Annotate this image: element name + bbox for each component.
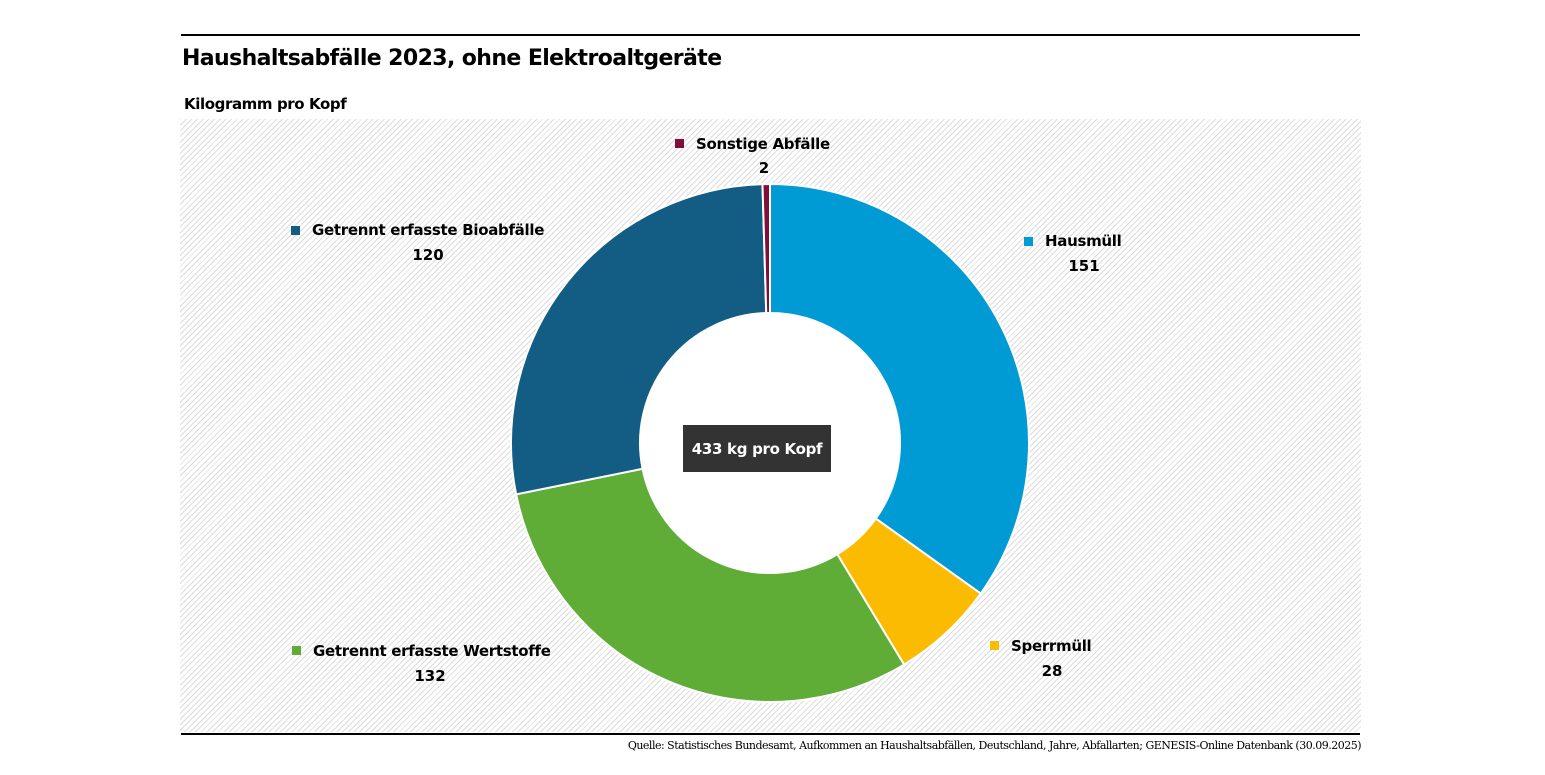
chart-title: Haushaltsabfälle 2023, ohne Elektroaltge… <box>182 46 722 71</box>
legend-swatch-wertstoffe <box>292 646 301 655</box>
slice-hausmuell <box>769 182 1030 595</box>
legend-swatch-sperrmuell <box>990 641 999 650</box>
slice-bioabfaelle <box>510 183 768 496</box>
data-label-bioabfaelle: 120 <box>412 246 444 264</box>
legend-label-sperrmuell: Sperrmüll <box>1011 637 1092 655</box>
legend-label-bioabfaelle: Getrennt erfasste Bioabfälle <box>312 221 545 239</box>
source-note: Quelle: Statistisches Bundesamt, Aufkomm… <box>627 739 1362 752</box>
data-label-sonstige: 2 <box>758 159 770 177</box>
total-label: 433 kg pro Kopf <box>683 425 831 472</box>
legend-swatch-bioabfaelle <box>291 226 300 235</box>
data-label-hausmuell: 151 <box>1068 257 1100 275</box>
legend-label-sonstige: Sonstige Abfälle <box>696 135 830 153</box>
chart-subtitle: Kilogramm pro Kopf <box>184 95 347 113</box>
slice-wertstoffe <box>514 467 906 703</box>
legend-label-hausmuell: Hausmüll <box>1045 232 1122 250</box>
legend-swatch-hausmuell <box>1024 237 1033 246</box>
top-rule <box>181 34 1360 36</box>
legend-swatch-sonstige <box>675 139 684 148</box>
slice-sonstige <box>761 182 771 315</box>
bottom-rule <box>181 733 1360 735</box>
data-label-sperrmuell: 28 <box>1041 662 1063 680</box>
legend-label-wertstoffe: Getrennt erfasste Wertstoffe <box>313 642 551 660</box>
data-label-wertstoffe: 132 <box>414 667 446 685</box>
